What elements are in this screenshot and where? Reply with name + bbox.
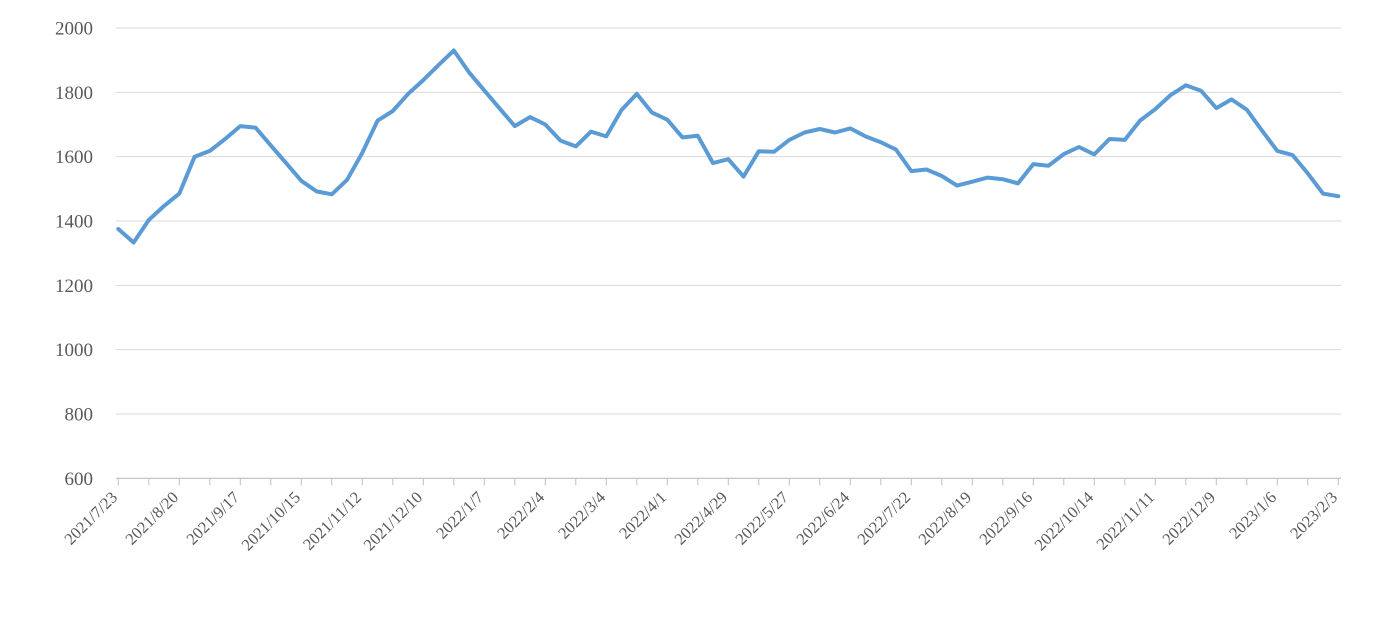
x-axis-label: 2022/9/16 <box>975 488 1036 549</box>
x-axis-label: 2022/7/22 <box>853 488 914 549</box>
x-tick-marks <box>117 478 1339 486</box>
x-axis-label: 2022/5/27 <box>731 488 792 549</box>
x-axis-label: 2022/1/7 <box>432 488 487 543</box>
x-axis-label: 2021/10/15 <box>238 488 305 555</box>
x-axis-label: 2021/11/12 <box>299 488 365 554</box>
y-axis-label-1600: 1600 <box>55 147 93 168</box>
y-axis-label-1400: 1400 <box>55 211 93 232</box>
gridlines <box>116 27 1341 415</box>
x-tick-labels: 2021/7/23 2021/8/20 2021/9/172021/10/15202… <box>60 488 1341 555</box>
x-axis-label: 2022/8/19 <box>914 488 975 549</box>
x-axis-label: 2021/7/23 <box>60 488 121 549</box>
x-axis-label: 2021/8/20 <box>121 488 182 549</box>
y-axis-label-1000: 1000 <box>55 340 93 361</box>
x-axis-label: 2021/12/10 <box>360 488 427 555</box>
y-axis-label-2000: 2000 <box>55 19 93 40</box>
y-axis-label-1200: 1200 <box>55 276 93 297</box>
x-axis-label: 2023/2/3 <box>1286 488 1341 543</box>
y-axis-label-800: 800 <box>65 404 94 425</box>
y-axis-label-1800: 1800 <box>55 83 93 104</box>
series-line <box>116 48 1341 245</box>
x-axis-label: 2022/4/29 <box>670 488 731 549</box>
data-series-polyline <box>116 48 1341 245</box>
x-axis-label: 2022/11/11 <box>1092 488 1158 554</box>
y-axis-label-600: 600 <box>65 469 94 490</box>
x-axis-label: 2023/1/6 <box>1225 488 1280 543</box>
x-axis-label: 2022/4/1 <box>615 488 670 543</box>
x-axis-label: 2022/2/4 <box>493 488 548 543</box>
x-axis-label: 2022/10/14 <box>1031 488 1098 555</box>
y-tick-labels: 600 800 1000 1200 1400 1600 1800 2000 <box>55 19 93 490</box>
x-axis-label: 2022/12/9 <box>1158 488 1219 549</box>
x-axis-label: 2022/6/24 <box>792 488 853 549</box>
x-axis-label: 2021/9/17 <box>182 488 243 549</box>
x-axis-label: 2022/3/4 <box>554 488 609 543</box>
